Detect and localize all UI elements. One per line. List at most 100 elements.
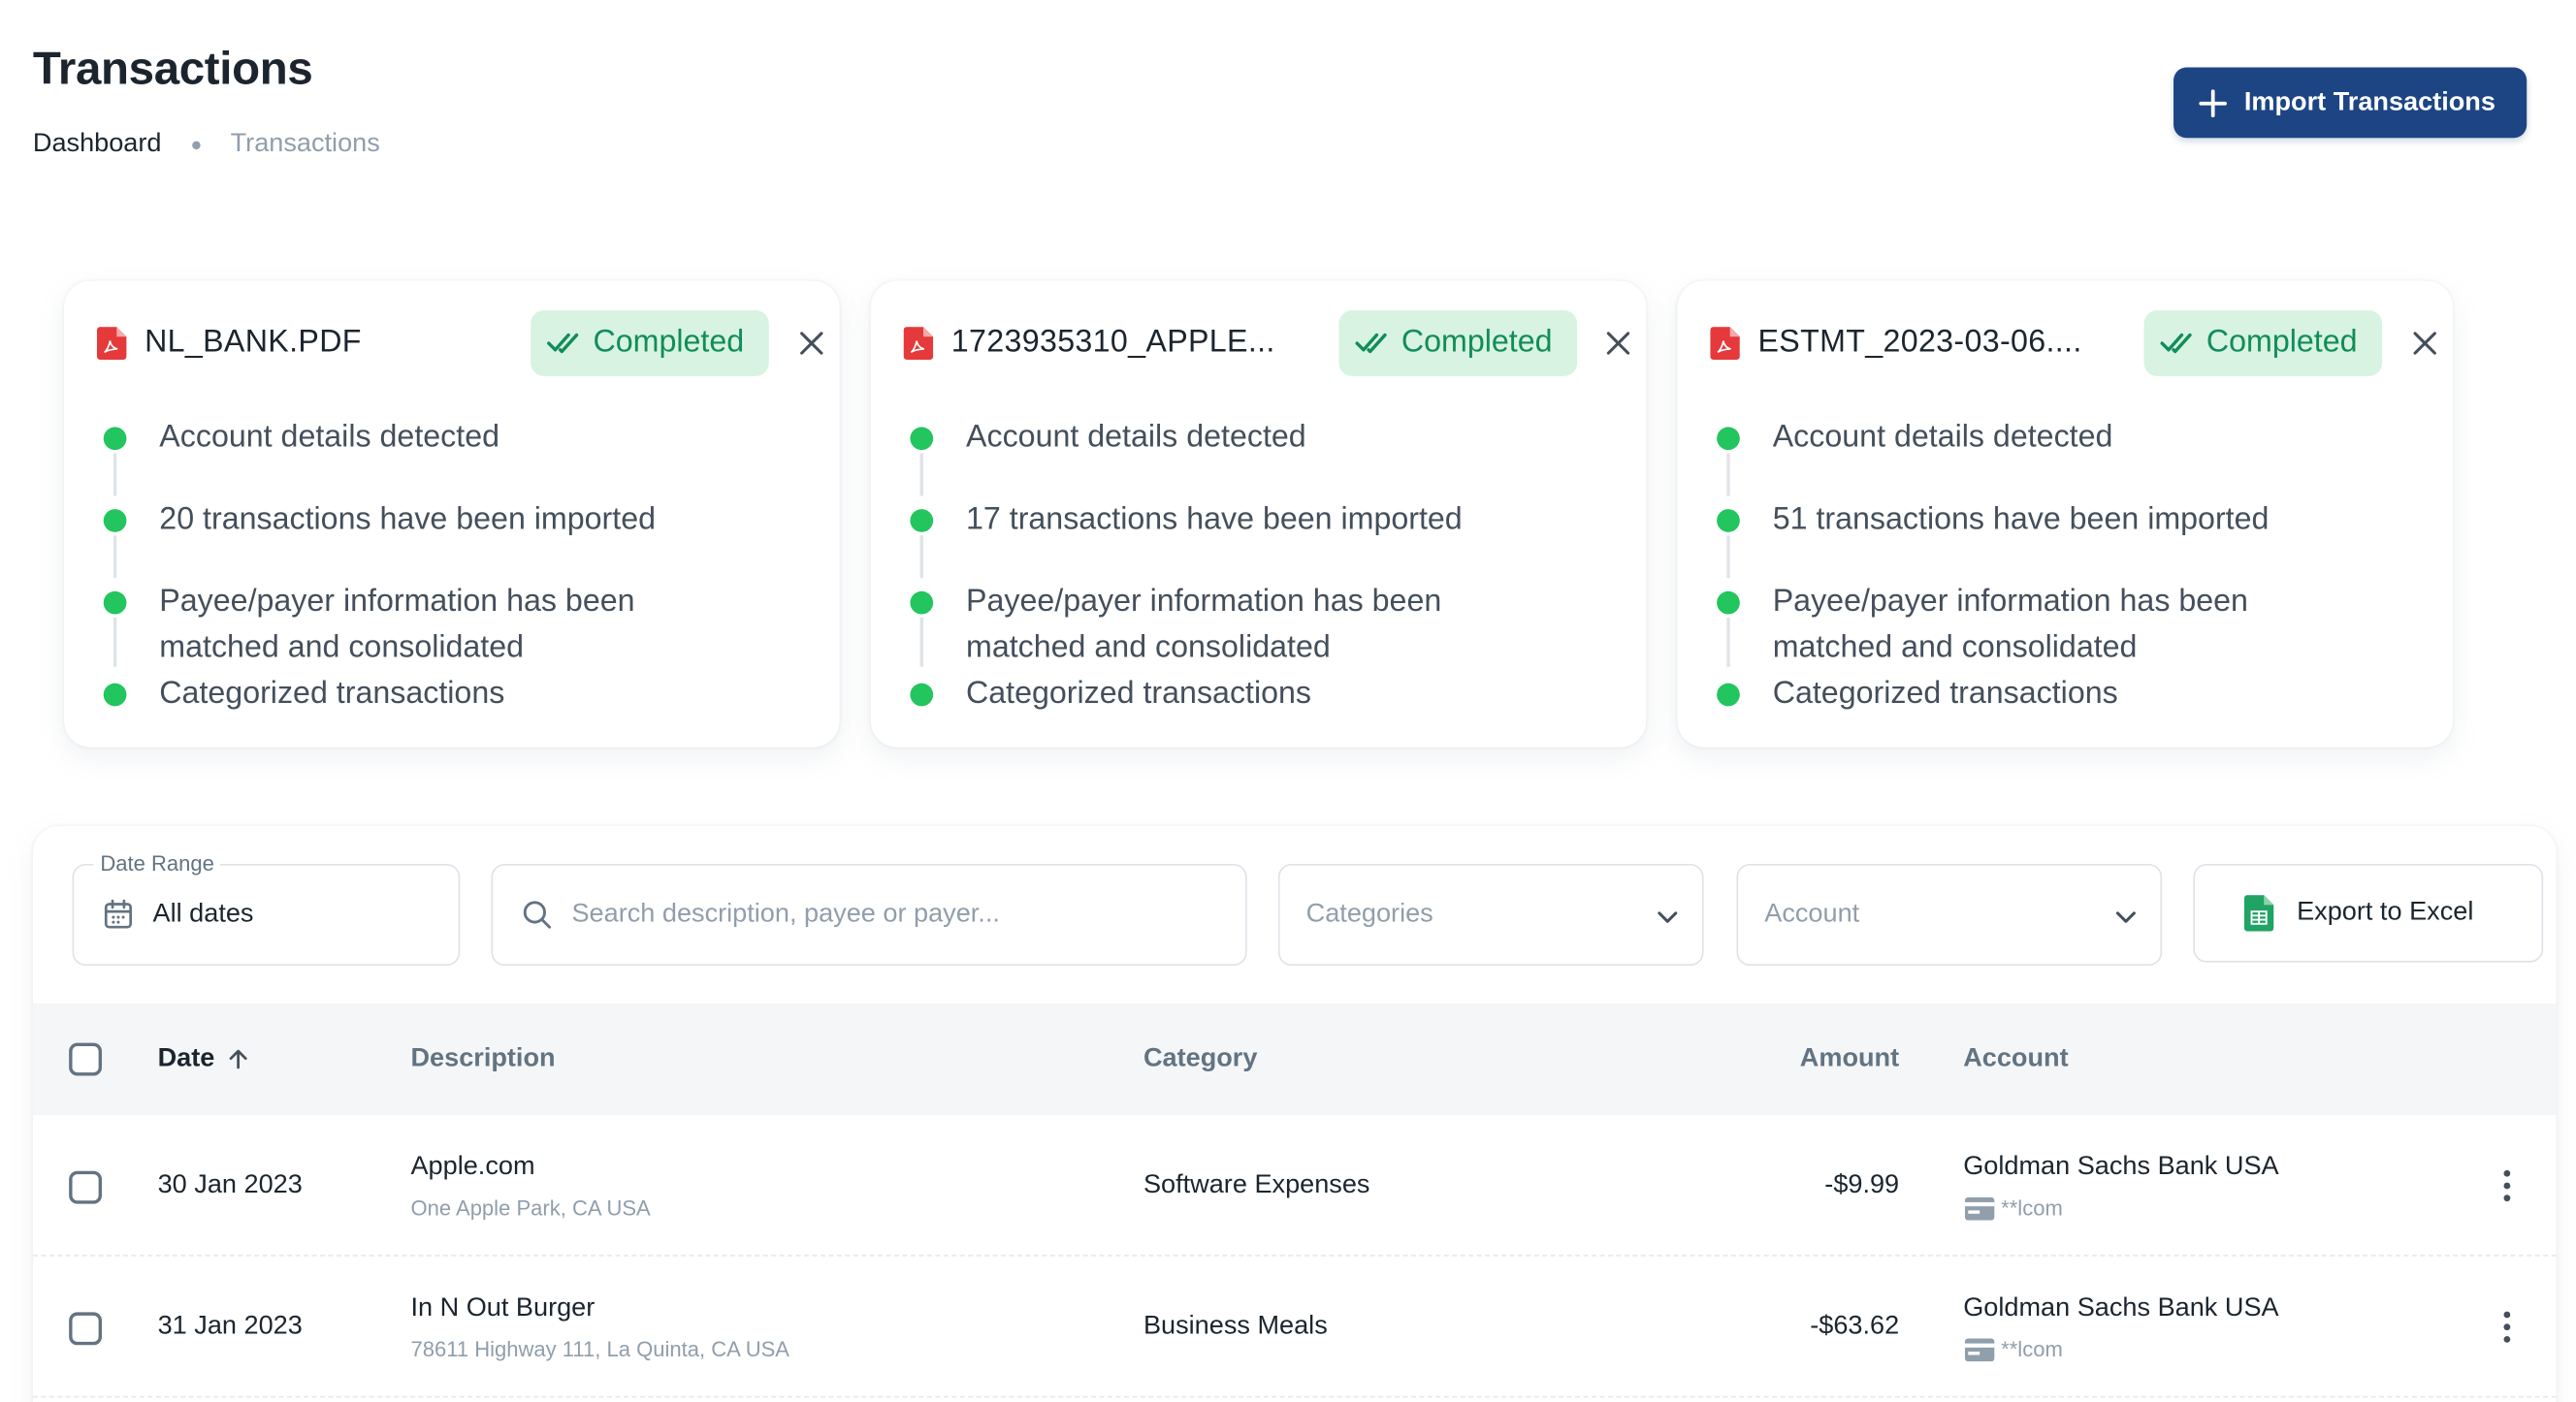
arrow-up-icon <box>229 1049 247 1069</box>
step-complete-dot <box>910 427 934 451</box>
column-description[interactable]: Description <box>410 1044 556 1073</box>
step-text: 20 transactions have been imported <box>159 502 657 537</box>
step-complete-dot <box>1717 590 1740 615</box>
row-amount: -$9.99 <box>1824 1170 1900 1199</box>
import-transactions-button[interactable]: Import Transactions <box>2174 67 2528 139</box>
step-text: Categorized transactions <box>1772 676 2118 712</box>
step-complete-dot <box>1717 427 1740 451</box>
export-to-excel-button[interactable]: Export to Excel <box>2193 863 2544 963</box>
row-description: In N Out Burger <box>410 1293 596 1322</box>
step-item: 51 transactions have been imported <box>1717 497 2423 580</box>
close-icon[interactable] <box>2410 329 2439 358</box>
row-description: Apple.com <box>410 1153 535 1181</box>
progress-steps: Account details detected 51 transactions… <box>1717 416 2423 718</box>
date-range-picker[interactable]: Date Range All dates <box>72 850 461 967</box>
double-check-icon <box>1355 333 1387 354</box>
account-mask-text: **lcom <box>2001 1195 2063 1221</box>
table-row[interactable]: 31 Jan 2023 In N Out Burger 78611 Highwa… <box>32 1257 2557 1398</box>
row-amount: -$63.62 <box>1810 1312 1900 1341</box>
double-check-icon <box>2160 333 2192 354</box>
calendar-icon <box>104 899 133 929</box>
step-item: Categorized transactions <box>910 672 1616 717</box>
step-item: Account details detected <box>103 416 810 498</box>
status-label: Completed <box>593 325 745 360</box>
status-label: Completed <box>2206 325 2358 360</box>
categories-select[interactable]: Categories <box>1277 863 1704 967</box>
step-item: Account details detected <box>1717 416 2423 498</box>
transactions-table-card: Date Range All dates Search description,… <box>32 826 2557 1402</box>
search-placeholder: Search description, payee or payer... <box>571 900 1000 929</box>
upload-card: 1723935310_APPLE... Completed Account de… <box>870 280 1647 748</box>
account-mask-text: **lcom <box>2001 1336 2063 1362</box>
upload-card: ESTMT_2023-03-06.... Completed Account d… <box>1677 280 2453 748</box>
card-icon <box>1964 1196 1995 1220</box>
step-complete-dot <box>103 683 127 707</box>
close-icon[interactable] <box>1603 329 1632 358</box>
pdf-icon <box>96 327 127 360</box>
step-text: Categorized transactions <box>159 676 505 712</box>
column-date-label: Date <box>157 1044 215 1073</box>
step-item: Categorized transactions <box>1717 672 2423 717</box>
step-connector <box>919 617 923 667</box>
account-select[interactable]: Account <box>1736 863 2163 967</box>
row-address: One Apple Park, CA USA <box>410 1195 651 1221</box>
step-text: Payee/payer information has been matched… <box>966 585 1442 666</box>
step-item: Payee/payer information has been matched… <box>1717 580 2423 672</box>
column-amount[interactable]: Amount <box>1799 1044 1900 1073</box>
file-name: ESTMT_2023-03-06.... <box>1757 325 2082 360</box>
row-checkbox[interactable] <box>69 1312 103 1346</box>
column-account[interactable]: Account <box>1963 1044 2069 1073</box>
step-connector <box>113 535 117 579</box>
step-connector <box>113 453 117 496</box>
step-complete-dot <box>910 590 934 615</box>
row-account: Goldman Sachs Bank USA <box>1963 1293 2279 1322</box>
step-item: Payee/payer information has been matched… <box>103 580 810 672</box>
step-text: 17 transactions have been imported <box>966 502 1463 537</box>
double-check-icon <box>547 333 579 354</box>
breadcrumb-current: Transactions <box>230 129 380 158</box>
export-label: Export to Excel <box>2297 898 2474 927</box>
progress-steps: Account details detected 20 transactions… <box>103 416 810 718</box>
step-text: Payee/payer information has been matched… <box>159 585 635 666</box>
file-name: 1723935310_APPLE... <box>950 325 1275 360</box>
file-name: NL_BANK.PDF <box>145 325 362 360</box>
pdf-icon <box>1710 327 1740 360</box>
column-date[interactable]: Date <box>158 1004 251 1115</box>
breadcrumb-dashboard[interactable]: Dashboard <box>32 129 162 158</box>
step-text: Account details detected <box>966 420 1306 456</box>
row-category: Software Expenses <box>1143 1170 1370 1199</box>
breadcrumb: Dashboard Transactions <box>33 130 380 159</box>
progress-steps: Account details detected 17 transactions… <box>910 416 1616 718</box>
excel-icon <box>2243 895 2274 932</box>
chevron-down-icon <box>1658 911 1678 923</box>
step-item: Account details detected <box>910 416 1616 498</box>
chevron-down-icon <box>2115 911 2136 923</box>
more-vertical-icon[interactable] <box>2493 1167 2522 1203</box>
table-row[interactable]: 30 Jan 2023 Apple.com One Apple Park, CA… <box>32 1115 2557 1257</box>
row-account-mask: **lcom <box>1964 1195 2063 1221</box>
step-text: Payee/payer information has been matched… <box>1772 585 2248 666</box>
search-icon <box>523 901 552 929</box>
step-connector <box>1726 535 1730 579</box>
step-complete-dot <box>103 509 127 532</box>
select-all-checkbox[interactable] <box>69 1042 103 1076</box>
row-checkbox[interactable] <box>69 1170 103 1204</box>
plus-icon <box>2199 88 2227 117</box>
column-category[interactable]: Category <box>1143 1044 1258 1073</box>
pdf-icon <box>903 327 934 360</box>
row-account: Goldman Sachs Bank USA <box>1963 1153 2279 1181</box>
row-account-mask: **lcom <box>1964 1336 2063 1362</box>
step-complete-dot <box>103 590 127 615</box>
step-text: Account details detected <box>1772 420 2113 456</box>
page-title: Transactions <box>32 43 313 94</box>
card-icon <box>1964 1337 1995 1361</box>
search-input[interactable]: Search description, payee or payer... <box>491 863 1247 967</box>
more-vertical-icon[interactable] <box>2493 1309 2522 1345</box>
table-header: Date Description Category Amount Account <box>32 1003 2557 1116</box>
close-icon[interactable] <box>797 329 826 358</box>
step-item: 17 transactions have been imported <box>910 497 1616 580</box>
row-date: 31 Jan 2023 <box>157 1312 303 1341</box>
step-complete-dot <box>1717 509 1740 532</box>
row-date: 30 Jan 2023 <box>157 1170 303 1199</box>
step-complete-dot <box>910 683 934 707</box>
